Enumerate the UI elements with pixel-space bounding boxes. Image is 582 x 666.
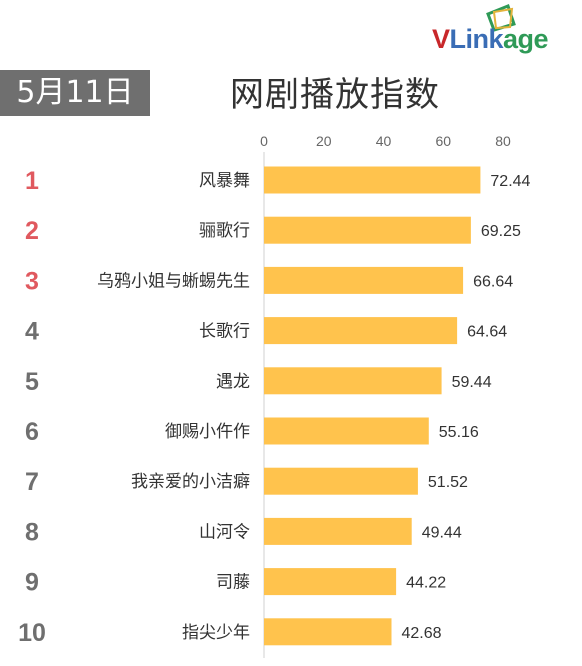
x-tick-label: 80	[495, 133, 511, 149]
value-label: 69.25	[481, 223, 521, 240]
category-label: 遇龙	[216, 372, 250, 392]
value-label: 59.44	[452, 374, 492, 391]
bar	[264, 216, 471, 244]
bar-chart: 0 20 40 60 80 1 风暴舞 72.44 2 骊歌行 69.25 3 乌鸦小姐与蜥蜴先生 66.…	[18, 133, 531, 658]
bar	[264, 166, 481, 194]
rank-number: 9	[25, 569, 39, 597]
chart-title: 网剧播放指数	[230, 75, 440, 115]
category-label: 长歌行	[199, 322, 250, 342]
value-label: 55.16	[439, 424, 479, 441]
value-label: 44.22	[406, 575, 446, 592]
category-label: 骊歌行	[199, 221, 250, 241]
bar	[264, 568, 397, 596]
bar	[264, 517, 412, 545]
rank-number: 6	[25, 418, 39, 446]
x-tick-label: 60	[435, 133, 451, 149]
value-label: 42.68	[402, 625, 442, 642]
value-label: 72.44	[490, 173, 530, 190]
bar	[264, 266, 464, 294]
date-badge: 5月11日	[0, 70, 150, 116]
value-label: 49.44	[422, 524, 462, 541]
rank-number: 10	[18, 619, 46, 647]
rank-number: 5	[25, 368, 39, 396]
vlinkage-logo: VLinkage	[422, 0, 582, 60]
rank-number: 7	[25, 468, 39, 496]
category-label: 指尖少年	[182, 623, 250, 643]
rank-number: 2	[25, 217, 39, 245]
category-label: 我亲爱的小洁癖	[131, 472, 250, 492]
category-label: 山河令	[199, 522, 250, 542]
category-label: 司藤	[216, 573, 250, 593]
bar	[264, 618, 392, 646]
category-label: 风暴舞	[199, 171, 250, 191]
logo-emblem-icon	[486, 4, 516, 32]
category-label: 御赐小仵作	[165, 422, 250, 442]
rank-number: 3	[25, 267, 39, 295]
x-tick-label: 40	[376, 133, 392, 149]
category-label: 乌鸦小姐与蜥蜴先生	[97, 271, 250, 291]
rank-number: 8	[25, 518, 39, 546]
bar	[264, 467, 418, 495]
bar	[264, 367, 442, 395]
rank-number: 4	[25, 318, 39, 346]
bar	[264, 317, 458, 345]
value-label: 66.64	[473, 273, 513, 290]
value-label: 51.52	[428, 474, 468, 491]
x-tick-label: 20	[316, 133, 332, 149]
x-tick-label: 0	[260, 133, 268, 149]
rank-number: 1	[25, 167, 39, 195]
bar	[264, 417, 429, 445]
value-label: 64.64	[467, 324, 507, 341]
logo-text: VLinkage	[432, 24, 549, 54]
